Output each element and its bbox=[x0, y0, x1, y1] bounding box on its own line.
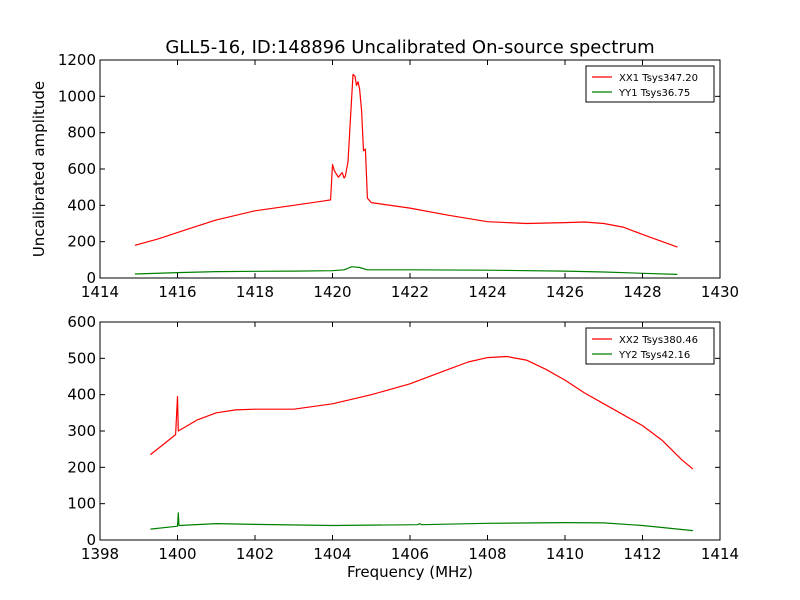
x-tick-label: 1406 bbox=[391, 545, 429, 563]
y-tick-label: 100 bbox=[67, 495, 96, 513]
x-axis-label: Frequency (MHz) bbox=[347, 563, 473, 581]
x-tick-label: 1426 bbox=[546, 283, 584, 301]
legend-label: YY2 Tsys42.16 bbox=[618, 350, 690, 361]
y-tick-label: 1200 bbox=[58, 51, 96, 69]
y-tick-label: 800 bbox=[67, 124, 96, 142]
plots: 1414 1416 1418 1420 1422 1424 1426 1428 1430 0 200… bbox=[58, 51, 739, 563]
y-tick-label: 0 bbox=[86, 269, 96, 287]
x-tick-label: 1422 bbox=[391, 283, 429, 301]
x-tick-label: 1418 bbox=[236, 283, 274, 301]
x-tick-label: 1400 bbox=[158, 545, 196, 563]
chart-1-series-green-line bbox=[134, 266, 678, 275]
x-tick-label: 1420 bbox=[313, 283, 351, 301]
chart-2-legend: XX2 Tsys380.46 YY2 Tsys42.16 bbox=[585, 327, 715, 365]
figure-title: GLL5-16, ID:148896 Uncalibrated On-sourc… bbox=[165, 37, 654, 58]
y-tick-label: 400 bbox=[67, 386, 96, 404]
y-tick-label: 400 bbox=[67, 196, 96, 214]
y-tick-label: 1000 bbox=[58, 87, 96, 105]
chart-1-legend: XX1 Tsys347.20 YY1 Tsys36.75 bbox=[585, 65, 715, 103]
y-tick-label: 600 bbox=[67, 160, 96, 178]
y-tick-label: 200 bbox=[67, 458, 96, 476]
chart-1: 1414 1416 1418 1420 1422 1424 1426 1428 1430 0 200… bbox=[58, 51, 739, 301]
x-tick-label: 1428 bbox=[623, 283, 661, 301]
x-tick-label: 1398 bbox=[81, 545, 119, 563]
y-tick-label: 300 bbox=[67, 422, 96, 440]
x-tick-label: 1412 bbox=[623, 545, 661, 563]
x-tick-label: 1424 bbox=[468, 283, 506, 301]
y-tick-label: 500 bbox=[67, 349, 96, 367]
y-tick-label: 200 bbox=[67, 233, 96, 251]
x-tick-label: 1402 bbox=[236, 545, 274, 563]
legend-box bbox=[585, 65, 715, 103]
chart-1-series-red-line bbox=[134, 73, 678, 248]
x-tick-label: 1414 bbox=[701, 545, 739, 563]
legend-label: XX1 Tsys347.20 bbox=[619, 73, 698, 84]
x-tick-label: 1430 bbox=[701, 283, 739, 301]
x-tick-label: 1408 bbox=[468, 545, 506, 563]
y-tick-label: 0 bbox=[86, 531, 96, 549]
x-tick-label: 1416 bbox=[158, 283, 196, 301]
legend-label: XX2 Tsys380.46 bbox=[619, 335, 698, 346]
chart-2-series-red-line bbox=[150, 355, 694, 470]
x-tick-label: 1410 bbox=[546, 545, 584, 563]
x-tick-label: 1414 bbox=[81, 283, 119, 301]
chart-2: 1398 1400 1402 1404 1406 1408 1410 1412 1414 0 100… bbox=[67, 313, 739, 563]
chart-2-series-green-line bbox=[150, 512, 693, 532]
y-axis-label: Uncalibrated amplitude bbox=[30, 81, 48, 257]
y-tick-label: 600 bbox=[67, 313, 96, 331]
legend-label: YY1 Tsys36.75 bbox=[618, 88, 690, 99]
legend-box bbox=[585, 327, 715, 365]
x-tick-label: 1404 bbox=[313, 545, 351, 563]
